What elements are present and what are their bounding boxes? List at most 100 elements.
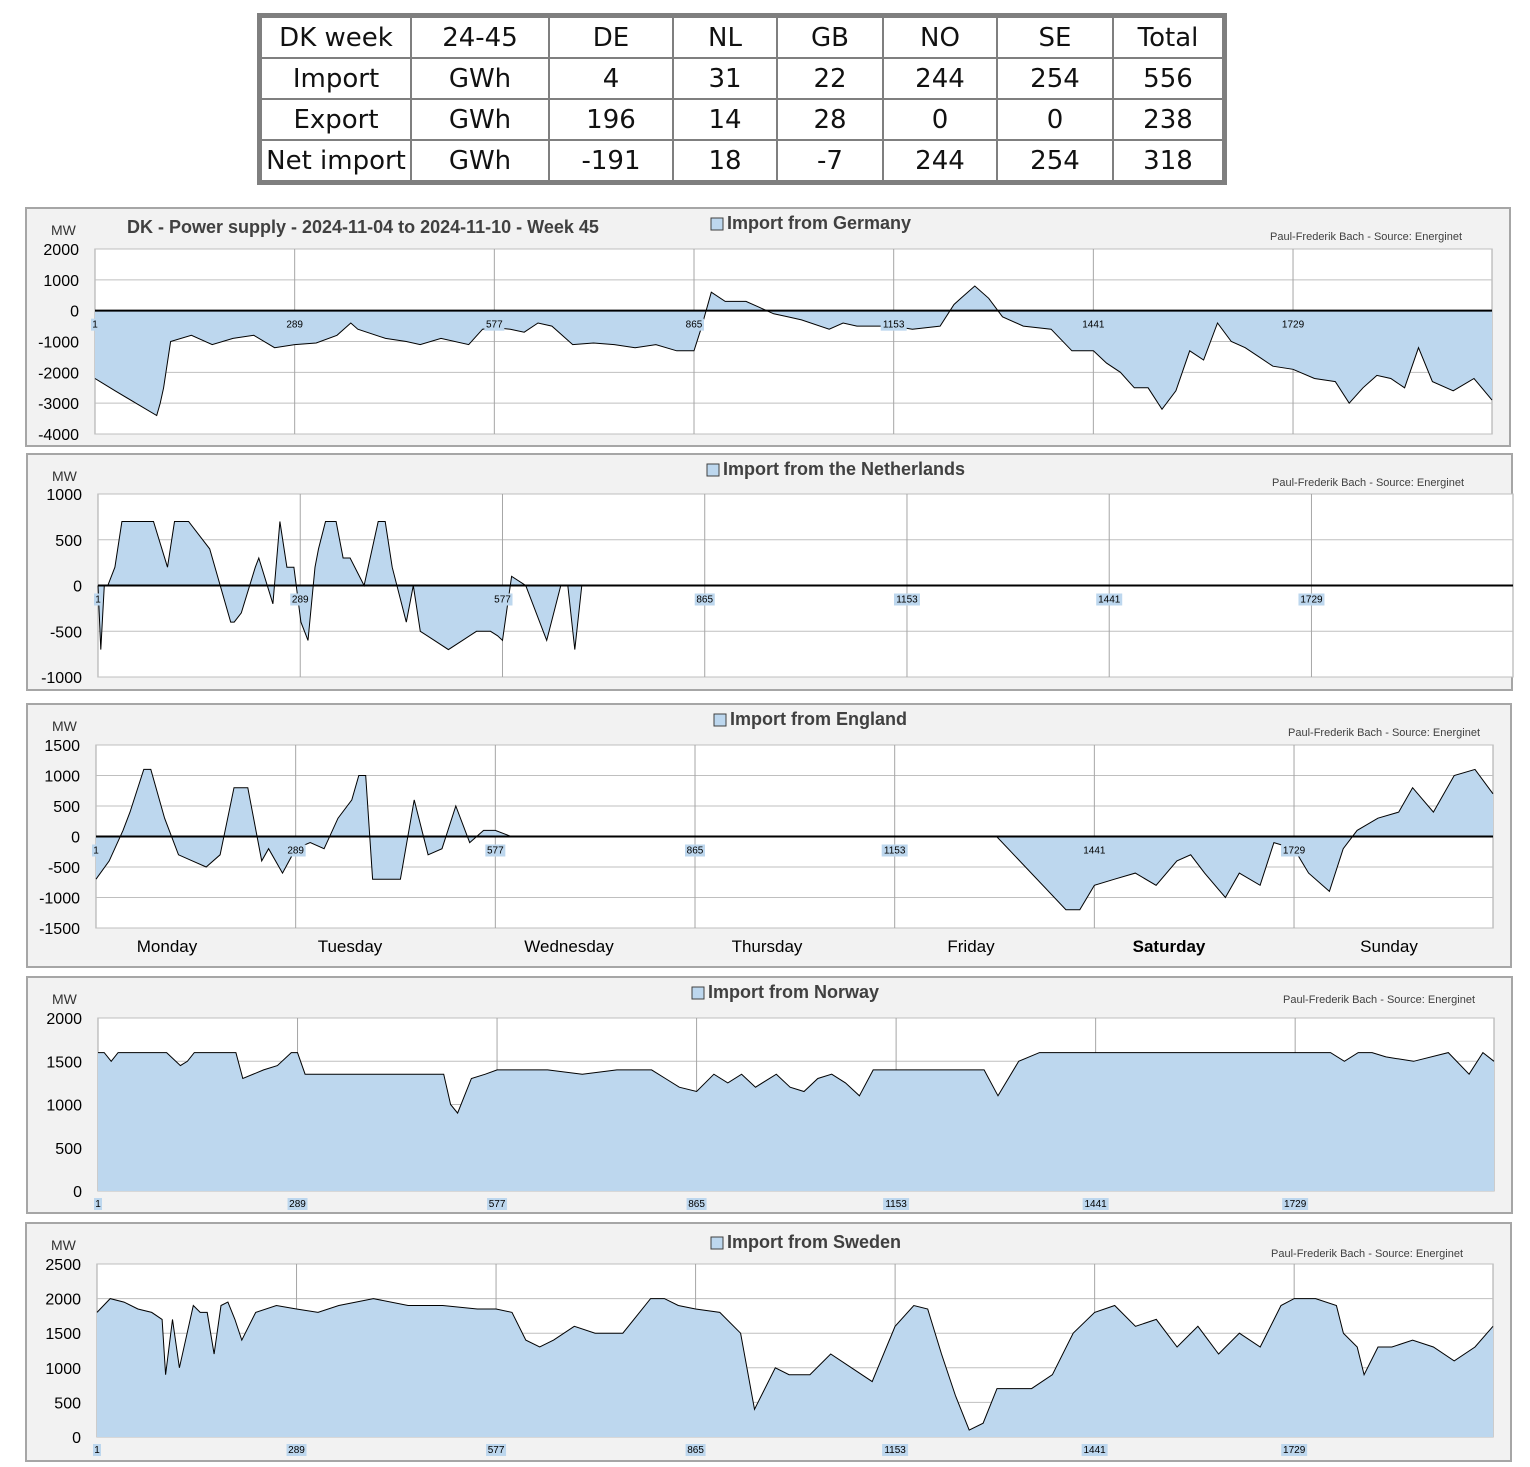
chart-norway: 2000 1500 1000 500 0 MW 1 289 577 865 1153 1441 1729…	[46, 982, 1495, 1210]
x-tick-label-bg	[484, 318, 505, 331]
x-tick-label-bg	[287, 1198, 308, 1210]
x-tick-label: 1153	[896, 595, 918, 606]
x-tick-label-bg	[1081, 1444, 1108, 1456]
legend-swatch	[713, 713, 727, 727]
y-tick-label: 1000	[46, 1098, 82, 1115]
x-tick-label-bg	[1281, 1444, 1308, 1456]
day-label: Sunday	[1360, 937, 1418, 956]
x-tick-label-bg	[694, 593, 715, 606]
y-tick-label: 2500	[45, 1257, 81, 1274]
x-tick-label: 1	[95, 1199, 101, 1210]
x-tick-label: 1153	[884, 846, 906, 857]
x-tick-label-bg	[94, 593, 102, 606]
table-cell: 254	[996, 57, 1114, 100]
table-cell: -191	[548, 139, 674, 182]
x-tick-label: 865	[688, 1199, 705, 1210]
x-tick-label-bg	[290, 593, 311, 606]
table-cell: GWh	[410, 98, 550, 141]
y-tick-label: 2000	[43, 242, 79, 259]
x-tick-label: 577	[486, 320, 503, 331]
x-tick-label: 1441	[1083, 846, 1106, 857]
x-tick-label: 1441	[1098, 595, 1121, 606]
table-cell: 28	[776, 98, 884, 141]
x-tick-label-bg	[880, 318, 907, 331]
credit-text: Paul-Frederik Bach - Source: Energinet	[1271, 1248, 1463, 1260]
area-fill	[95, 286, 1492, 416]
table-cell: 318	[1112, 139, 1224, 182]
table-cell: Net import	[260, 139, 412, 182]
chart-netherlands: 1000 500 0 -500 -1000 MW 1 289 577 865 1153 1441 172…	[41, 459, 1514, 687]
table-cell: 244	[882, 139, 998, 182]
panel-sweden: 2500 2000 1500 1000 500 0 MW 1 289 577 865 1153 1441…	[25, 1222, 1512, 1462]
area-fill	[96, 769, 1493, 910]
table-cell: 0	[882, 98, 998, 141]
table-cell: 22	[776, 57, 884, 100]
x-tick-label-bg	[286, 1444, 307, 1456]
y-tick-label: -1000	[41, 670, 82, 687]
x-tick-label: 865	[687, 1445, 704, 1456]
legend-label: Import from Germany	[727, 213, 911, 233]
x-tick-label: 1153	[884, 1445, 906, 1456]
y-tick-label: 0	[73, 579, 82, 596]
x-tick-label-bg	[485, 844, 506, 857]
table-cell: 18	[672, 139, 778, 182]
x-tick-label-bg	[94, 1198, 102, 1210]
day-label: Thursday	[732, 937, 803, 956]
area-fill	[98, 521, 1513, 650]
y-tick-label: 0	[70, 304, 79, 321]
table-cell: SE	[996, 16, 1114, 59]
x-tick-label: 1729	[1282, 320, 1305, 331]
table-cell: NO	[882, 16, 998, 59]
table-cell: NL	[672, 16, 778, 59]
series-line	[96, 1298, 1494, 1431]
y-tick-label: -500	[50, 624, 82, 641]
x-tick-label: 1	[92, 320, 98, 331]
x-tick-label-bg	[492, 593, 513, 606]
table-row: DK week 24-45 DE NL GB NO SE Total	[260, 16, 1224, 59]
table-cell: 4	[548, 57, 674, 100]
legend-label: Import from the Netherlands	[723, 459, 965, 479]
x-tick-label: 289	[292, 595, 309, 606]
table-cell: GB	[776, 16, 884, 59]
x-tick-label: 865	[686, 320, 703, 331]
x-tick-label-bg	[883, 1198, 910, 1210]
table-cell: 24-45	[410, 16, 550, 59]
x-tick-label-bg	[1298, 593, 1325, 606]
x-tick-label-bg	[486, 1444, 507, 1456]
chart-title: DK - Power supply - 2024-11-04 to 2024-1…	[127, 217, 599, 237]
chart-sweden: 2500 2000 1500 1000 500 0 MW 1 289 577 865 1153 1441…	[45, 1232, 1494, 1456]
x-tick-label-bg	[284, 318, 305, 331]
x-tick-label-bg	[686, 1198, 707, 1210]
table-cell: GWh	[410, 57, 550, 100]
series-line	[94, 285, 1493, 417]
panel-germany: 2000 1000 0 -1000 -2000 -3000 -4000 MW 1 289 577 86…	[25, 207, 1511, 447]
table-row: Import GWh 4 31 22 244 254 556	[260, 57, 1224, 100]
x-tick-label: 1	[94, 1445, 100, 1456]
x-tick-label: 289	[289, 1199, 306, 1210]
table-cell: 14	[672, 98, 778, 141]
table-cell: Import	[260, 57, 412, 100]
x-tick-label-bg	[881, 844, 908, 857]
x-tick-label: 289	[286, 320, 303, 331]
x-tick-label: 1729	[1300, 595, 1323, 606]
y-tick-label: -2000	[38, 365, 79, 382]
x-tick-label-bg	[285, 844, 306, 857]
x-tick-label-bg	[1081, 844, 1108, 857]
x-tick-label: 1729	[1283, 1445, 1306, 1456]
table-cell: GWh	[410, 139, 550, 182]
x-tick-label-bg	[1281, 844, 1308, 857]
panel-netherlands: 1000 500 0 -500 -1000 MW 1 289 577 865 1153 1441 172…	[26, 453, 1514, 691]
table-cell: Total	[1112, 16, 1224, 59]
y-tick-label: 1500	[46, 1054, 82, 1071]
x-tick-label: 1441	[1085, 1199, 1108, 1210]
legend-label: Import from Sweden	[727, 1232, 901, 1252]
x-tick-label-bg	[1082, 1198, 1109, 1210]
x-tick-label-bg	[1282, 1198, 1309, 1210]
panel-england: 1500 1000 500 0 -500 -1000 -1500 MW 1 289 577 865 11…	[26, 703, 1512, 968]
x-tick-label-bg	[684, 318, 705, 331]
x-tick-label: 289	[288, 1445, 305, 1456]
y-tick-label: 2000	[46, 1011, 82, 1028]
day-label: Saturday	[1133, 937, 1206, 956]
x-tick-label: 577	[487, 846, 504, 857]
x-tick-label-bg	[93, 1444, 101, 1456]
